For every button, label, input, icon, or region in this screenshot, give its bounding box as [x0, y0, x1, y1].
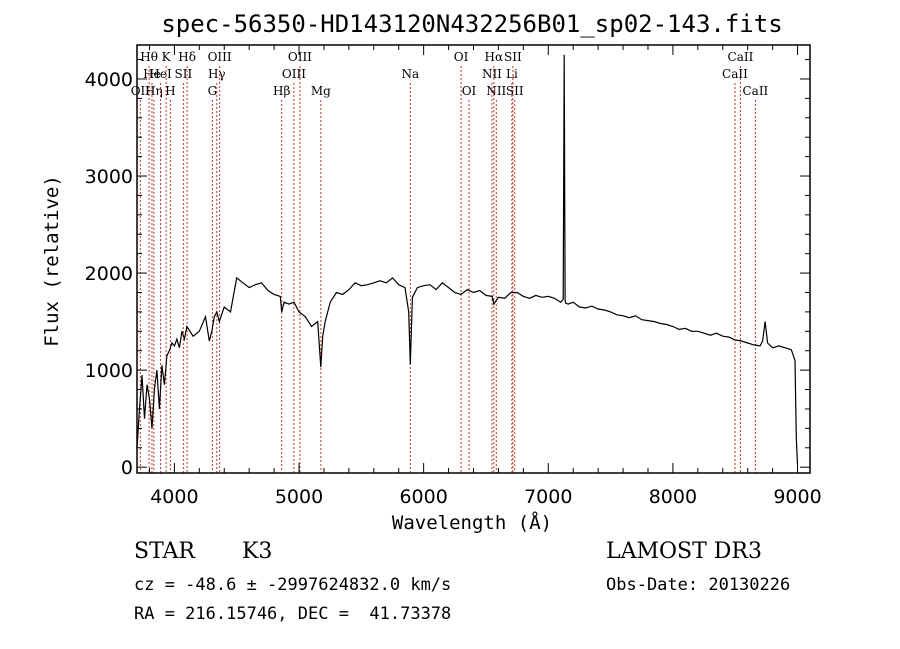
subclass: K3 — [242, 539, 273, 564]
line-marker-label: Hη — [145, 84, 163, 98]
line-marker-label: Hβ — [273, 84, 290, 98]
x-tick-label: 5000 — [275, 486, 323, 508]
x-tick-label: 6000 — [399, 486, 447, 508]
y-axis: 0 1000 2000 3000 4000 — [85, 59, 810, 479]
plot-area — [136, 54, 799, 465]
line-marker-label: OII — [131, 84, 151, 98]
y-tick-label: 2000 — [85, 263, 133, 285]
line-marker-label: SII — [504, 50, 522, 64]
obs-date: Obs-Date: 20130226 — [606, 575, 791, 595]
y-tick-label: 0 — [121, 457, 133, 479]
line-marker-label: CaII — [742, 84, 768, 98]
x-tick-label: 4000 — [150, 486, 198, 508]
line-marker-label: Li — [506, 67, 518, 81]
survey-name: LAMOST DR3 — [606, 539, 762, 564]
x-axis-label: Wavelength (Å) — [392, 511, 552, 534]
redshift-line: cz = -48.6 ± -2997624832.0 km/s — [134, 575, 452, 595]
line-marker-label: OIII — [282, 67, 306, 81]
line-marker-label: G — [208, 84, 218, 98]
line-marker-label: Mg — [311, 84, 331, 98]
line-marker-label: OIII — [208, 50, 232, 64]
y-tick-label: 1000 — [85, 360, 133, 382]
object-type: STAR — [134, 539, 195, 564]
y-axis-label: Flux (relative) — [41, 175, 63, 347]
x-axis: 4000 5000 6000 7000 8000 9000 — [148, 45, 822, 508]
line-marker-label: H — [165, 84, 175, 98]
line-marker-label: SII — [506, 84, 524, 98]
line-marker-label: SII — [175, 67, 193, 81]
spectrum-line — [136, 54, 799, 465]
line-marker-label: Hδ — [178, 50, 196, 64]
line-marker-label: Hγ — [208, 67, 226, 81]
y-tick-label: 3000 — [85, 166, 133, 188]
x-tick-label: 8000 — [649, 486, 697, 508]
line-marker-label: K — [162, 50, 172, 64]
line-marker-label: NII — [482, 67, 502, 81]
plot-frame — [136, 44, 811, 474]
line-marker-label: OI — [454, 50, 469, 64]
line-marker-label: Hα — [485, 50, 504, 64]
line-marker-label: CaII — [728, 50, 754, 64]
line-marker-label: NII — [486, 84, 506, 98]
coordinates: RA = 216.15746, DEC = 41.73378 — [134, 604, 452, 624]
y-tick-label: 4000 — [85, 69, 133, 91]
line-marker-label: HeI — [149, 67, 172, 81]
chart-title: spec-56350-HD143120N432256B01_sp02-143.f… — [161, 10, 782, 38]
line-marker-label: Hθ — [140, 50, 158, 64]
line-marker-label: Na — [401, 67, 419, 81]
line-marker-label: OI — [462, 84, 477, 98]
x-tick-label: 9000 — [773, 486, 821, 508]
line-marker-label: OIII — [288, 50, 312, 64]
line-marker-label: CaII — [722, 67, 748, 81]
x-tick-label: 7000 — [524, 486, 572, 508]
line-marker-label: He — [143, 67, 161, 81]
